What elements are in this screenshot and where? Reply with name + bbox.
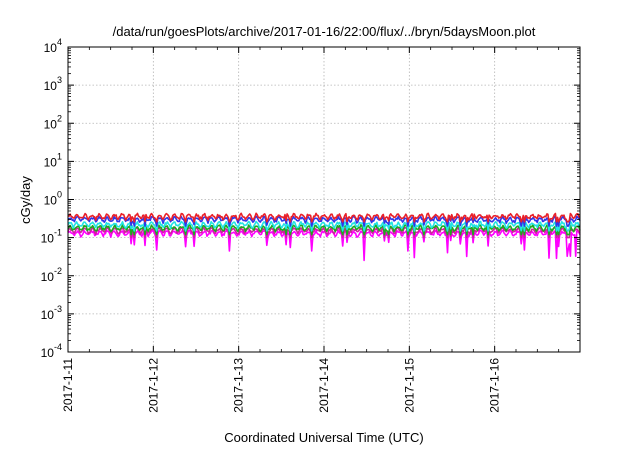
data-series-line: [67, 212, 581, 223]
data-series-line: [67, 220, 581, 232]
grid-lines: [68, 47, 580, 352]
x-axis-title: Coordinated Universal Time (UTC): [224, 430, 423, 445]
y-tick-label: 102: [44, 113, 62, 131]
axis-ticks: [67, 46, 580, 353]
y-tick-label: 10-4: [41, 342, 62, 360]
x-tick-label: 2017-1-16: [488, 358, 502, 413]
y-tick-label: 10-2: [41, 266, 62, 284]
data-series-line: [67, 226, 581, 239]
x-tick-label: 2017-1-13: [232, 358, 246, 413]
x-tick-label: 2017-1-12: [146, 358, 160, 413]
data-series-group: [67, 212, 581, 262]
x-tick-label: 2017-1-15: [402, 358, 416, 413]
y-tick-label: 10-1: [41, 228, 62, 246]
y-tick-label: 101: [44, 151, 62, 169]
y-tick-label: 103: [44, 75, 62, 93]
y-tick-labels: 104 103 102 101 100 10-1 10-2 10-3 10-4: [41, 37, 62, 360]
y-tick-label: 10-3: [41, 304, 62, 322]
chart-title: /data/run/goesPlots/archive/2017-01-16/2…: [113, 24, 536, 39]
y-axis-title: cGy/day: [18, 176, 33, 224]
data-series-line: [67, 224, 581, 236]
y-tick-label: 104: [44, 37, 62, 55]
x-tick-label: 2017-1-14: [317, 358, 331, 413]
x-tick-labels: 2017-1-11 2017-1-12 2017-1-13 2017-1-14 2017…: [61, 358, 502, 413]
data-series-line: [67, 229, 581, 262]
y-tick-label: 100: [44, 190, 62, 208]
x-tick-label: 2017-1-11: [61, 358, 75, 412]
